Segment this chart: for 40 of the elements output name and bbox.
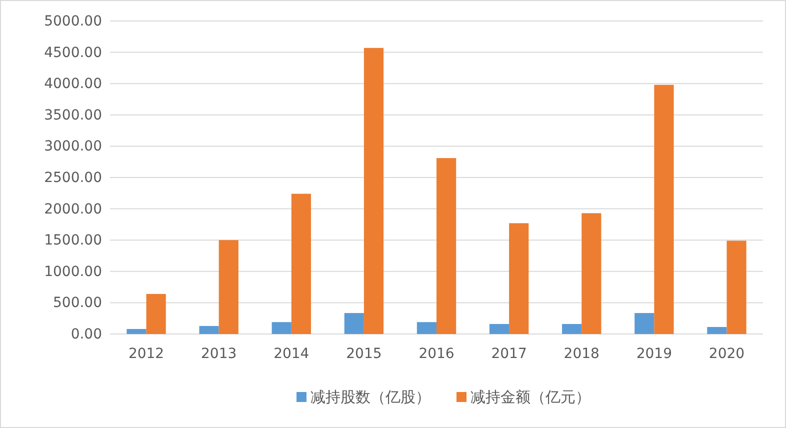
bar (146, 294, 166, 334)
bar (126, 328, 146, 334)
y-tick-label: 5000.00 (44, 13, 102, 30)
x-tick-label: 2018 (564, 346, 600, 362)
x-tick-label: 2017 (491, 346, 527, 362)
bar (436, 158, 456, 334)
y-tick-label: 3500.00 (44, 107, 102, 124)
bar (509, 223, 529, 334)
x-tick-label: 2014 (274, 346, 310, 362)
bar (634, 313, 654, 334)
legend-label: 减持金额（亿元） (470, 388, 590, 406)
y-tick-label: 2000.00 (44, 201, 102, 218)
x-tick-label: 2015 (346, 346, 382, 362)
bar (199, 326, 219, 334)
bar (364, 48, 384, 334)
y-tick-label: 1000.00 (44, 264, 102, 280)
y-tick-label: 2500.00 (44, 170, 102, 186)
bar (654, 84, 674, 334)
bar (218, 240, 238, 334)
x-tick-label: 2016 (418, 346, 454, 362)
bar (416, 322, 436, 334)
y-tick-label: 4500.00 (44, 44, 102, 61)
x-tick-label: 2012 (128, 346, 164, 362)
bar (562, 324, 582, 334)
bar (489, 324, 510, 334)
bar (291, 194, 311, 334)
bar (582, 213, 602, 334)
bar (726, 240, 746, 334)
y-tick-label: 1500.00 (44, 232, 102, 249)
bar (272, 322, 292, 334)
legend-label: 减持股数（亿股） (310, 388, 430, 406)
y-tick-label: 4000.00 (44, 76, 102, 92)
y-tick-label: 500.00 (53, 295, 102, 312)
bar (344, 313, 364, 334)
x-tick-label: 2020 (708, 346, 745, 362)
x-tick-label: 2019 (636, 346, 672, 362)
y-tick-label: 0.00 (70, 326, 102, 342)
bar (707, 326, 727, 334)
x-tick-label: 2013 (201, 346, 237, 362)
y-tick-label: 3000.00 (44, 138, 102, 155)
